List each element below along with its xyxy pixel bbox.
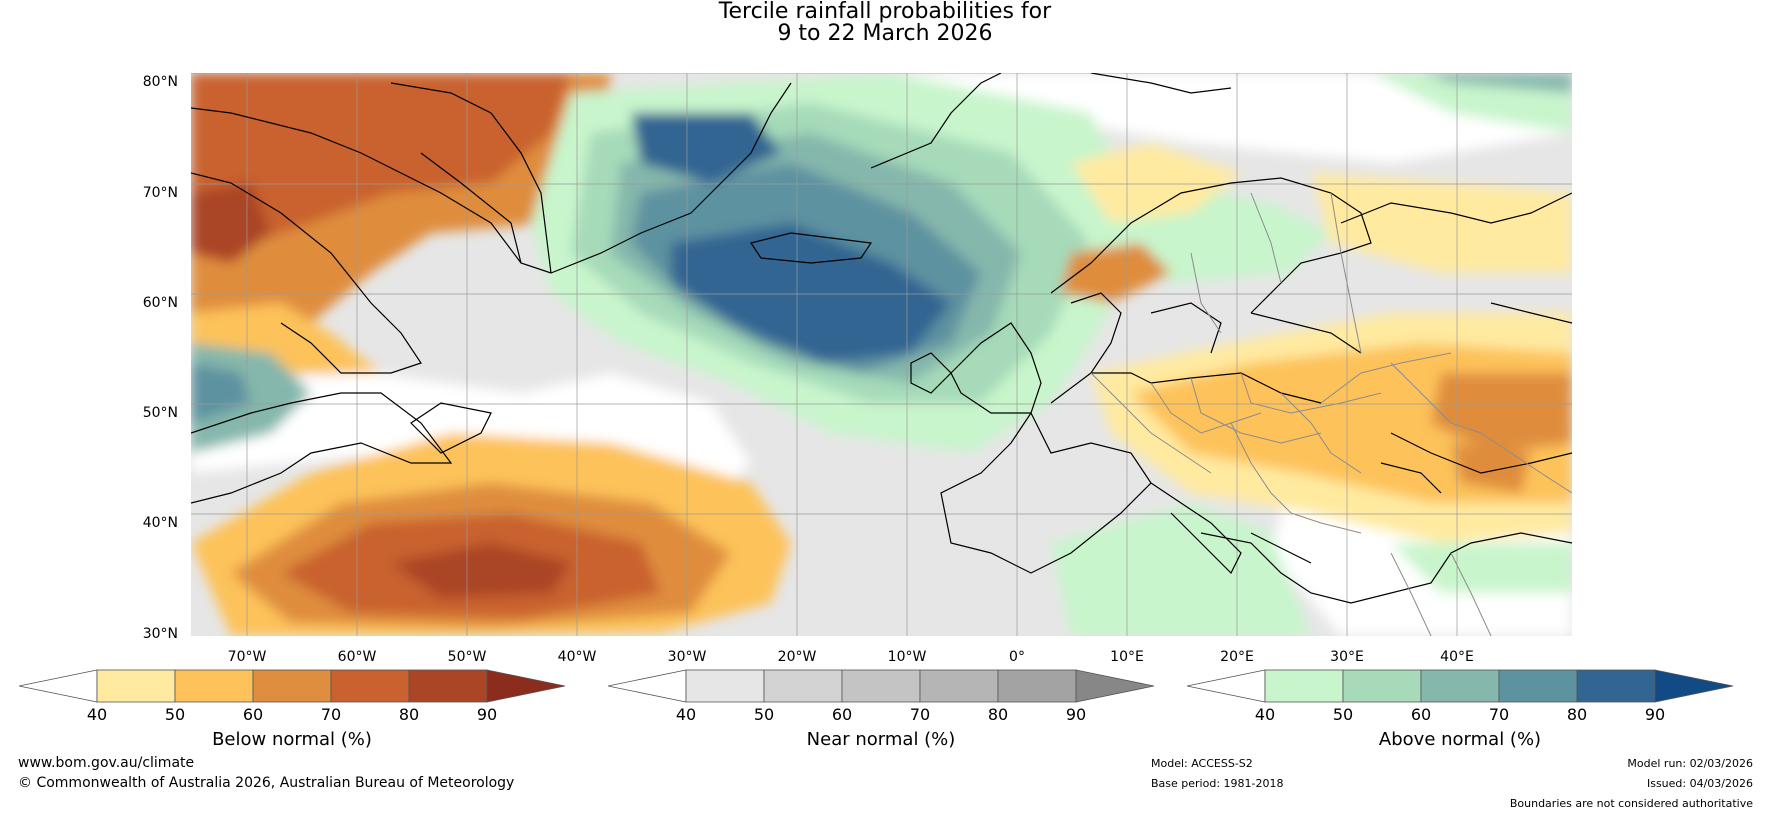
- colorbar-tick: 60: [1410, 705, 1432, 724]
- lat-label: 30°N: [142, 626, 178, 642]
- lon-label: 30°W: [667, 649, 707, 665]
- map-title-line1: Tercile rainfall probabilities for: [718, 0, 1052, 24]
- graticule: [191, 73, 1572, 636]
- below-normal-label: Below normal (%): [212, 729, 372, 750]
- colorbar-tick: 60: [242, 705, 264, 724]
- colorbar-swatch: [408, 669, 488, 703]
- base-period: Base period: 1981-2018: [1151, 777, 1284, 790]
- above-normal-label: Above normal (%): [1378, 729, 1542, 750]
- colorbar-swatch: [330, 669, 410, 703]
- colorbar-swatch: [919, 669, 999, 703]
- colorbar-tick: 50: [164, 705, 186, 724]
- colorbar-extend-low: [607, 669, 687, 703]
- lon-label: 40°E: [1440, 649, 1474, 665]
- issued-date: Issued: 04/03/2026: [1646, 777, 1753, 790]
- lon-label: 10°W: [887, 649, 927, 665]
- colorbar-tick: 50: [753, 705, 775, 724]
- colorbar-swatch: [1420, 669, 1500, 703]
- lon-label: 20°E: [1220, 649, 1254, 665]
- colorbar-swatch: [1264, 669, 1344, 703]
- rainfall-probability-map: [191, 73, 1572, 636]
- colorbar-tick: 70: [909, 705, 931, 724]
- colorbar-tick: 70: [320, 705, 342, 724]
- colorbar-swatch: [1498, 669, 1578, 703]
- colorbar-swatch: [997, 669, 1077, 703]
- colorbar-extend-low: [18, 669, 98, 703]
- colorbar-tick: 80: [987, 705, 1009, 724]
- colorbar-swatch: [685, 669, 765, 703]
- colorbar-swatch: [763, 669, 843, 703]
- lon-label: 40°W: [557, 649, 597, 665]
- country-borders: [1090, 192, 1572, 636]
- colorbar-tick: 70: [1488, 705, 1510, 724]
- above-normal-colorbar: [1186, 669, 1734, 703]
- colorbar-tick: 40: [1254, 705, 1276, 724]
- lat-label: 80°N: [142, 74, 178, 90]
- near-normal-colorbar: [607, 669, 1155, 703]
- colorbar-extend-high: [1075, 669, 1155, 703]
- colorbar-tick: 50: [1332, 705, 1354, 724]
- colorbar-tick: 80: [1566, 705, 1588, 724]
- model-name: Model: ACCESS-S2: [1151, 757, 1253, 770]
- website-credit: www.bom.gov.au/climate: [18, 755, 195, 771]
- map-title-line2: 9 to 22 March 2026: [777, 21, 993, 46]
- below-normal-colorbar: [18, 669, 566, 703]
- map-graphic: [191, 73, 1572, 636]
- colorbar-tick: 80: [398, 705, 420, 724]
- copyright-notice: © Commonwealth of Australia 2026, Austra…: [18, 775, 515, 791]
- colorbar-tick: 90: [1065, 705, 1087, 724]
- colorbar-swatch: [1576, 669, 1656, 703]
- colorbar-extend-high: [486, 669, 566, 703]
- colorbar-tick: 40: [675, 705, 697, 724]
- colorbar-tick: 90: [476, 705, 498, 724]
- near-normal-label: Near normal (%): [806, 729, 956, 750]
- lon-label: 20°W: [777, 649, 817, 665]
- model-run-date: Model run: 02/03/2026: [1627, 757, 1753, 770]
- lat-label: 60°N: [142, 295, 178, 311]
- lat-label: 40°N: [142, 515, 178, 531]
- colorbar-tick: 90: [1644, 705, 1666, 724]
- colorbar-swatch: [174, 669, 254, 703]
- colorbar-tick: 60: [831, 705, 853, 724]
- colorbar-swatch: [1342, 669, 1422, 703]
- lon-label: 10°E: [1110, 649, 1144, 665]
- lon-label: 50°W: [447, 649, 487, 665]
- lon-label: 30°E: [1330, 649, 1364, 665]
- probability-shading: [191, 73, 1572, 636]
- lon-label: 60°W: [337, 649, 377, 665]
- lat-label: 50°N: [142, 405, 178, 421]
- lon-label: 70°W: [227, 649, 267, 665]
- lon-label: 0°: [1009, 649, 1025, 665]
- lat-label: 70°N: [142, 185, 178, 201]
- colorbar-extend-high: [1654, 669, 1734, 703]
- colorbar-swatch: [841, 669, 921, 703]
- colorbar-swatch: [252, 669, 332, 703]
- boundaries-disclaimer: Boundaries are not considered authoritat…: [1509, 797, 1753, 810]
- colorbar-tick: 40: [86, 705, 108, 724]
- colorbar-swatch: [96, 669, 176, 703]
- colorbar-extend-low: [1186, 669, 1266, 703]
